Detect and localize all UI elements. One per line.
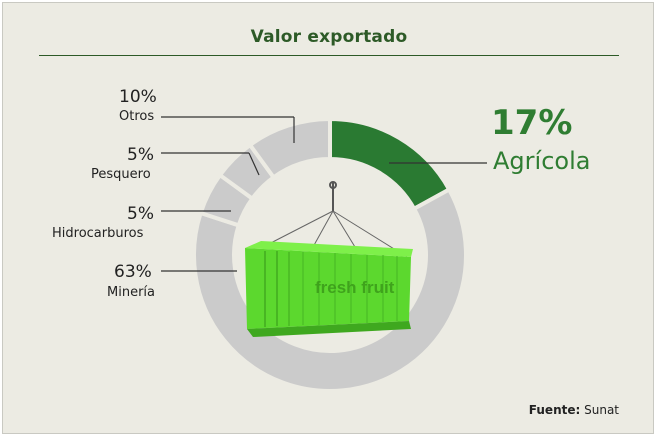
donut-slice-agricola — [328, 116, 452, 212]
mineria-label: Minería — [107, 285, 155, 300]
title-divider — [39, 55, 619, 56]
source-note: Fuente: Sunat — [529, 403, 619, 417]
source-label: Fuente: — [528, 403, 581, 417]
hidrocarburos-percent: 5% — [127, 204, 154, 224]
hidrocarburos-label: Hidrocarburos — [52, 226, 144, 241]
pesquero-percent: 5% — [127, 145, 154, 165]
source-value: Sunat — [584, 403, 619, 417]
donut-slice-otros — [247, 116, 332, 181]
leader-line-pesquero-tick — [248, 152, 260, 176]
leader-lines — [161, 116, 487, 272]
chart-title: Valor exportado — [250, 27, 408, 47]
infographic-card: Valor exportado — [2, 2, 654, 434]
otros-percent: 10% — [119, 87, 157, 107]
agricola-label: Agrícola — [493, 147, 591, 175]
container-label: fresh fruit — [315, 278, 395, 297]
otros-label: Otros — [119, 109, 155, 124]
pesquero-label: Pesquero — [91, 167, 151, 182]
agricola-percent: 17% — [491, 103, 573, 143]
mineria-percent: 63% — [114, 262, 152, 282]
donut-chart: fresh fruit — [161, 116, 487, 393]
container-icon: fresh fruit — [245, 181, 413, 337]
